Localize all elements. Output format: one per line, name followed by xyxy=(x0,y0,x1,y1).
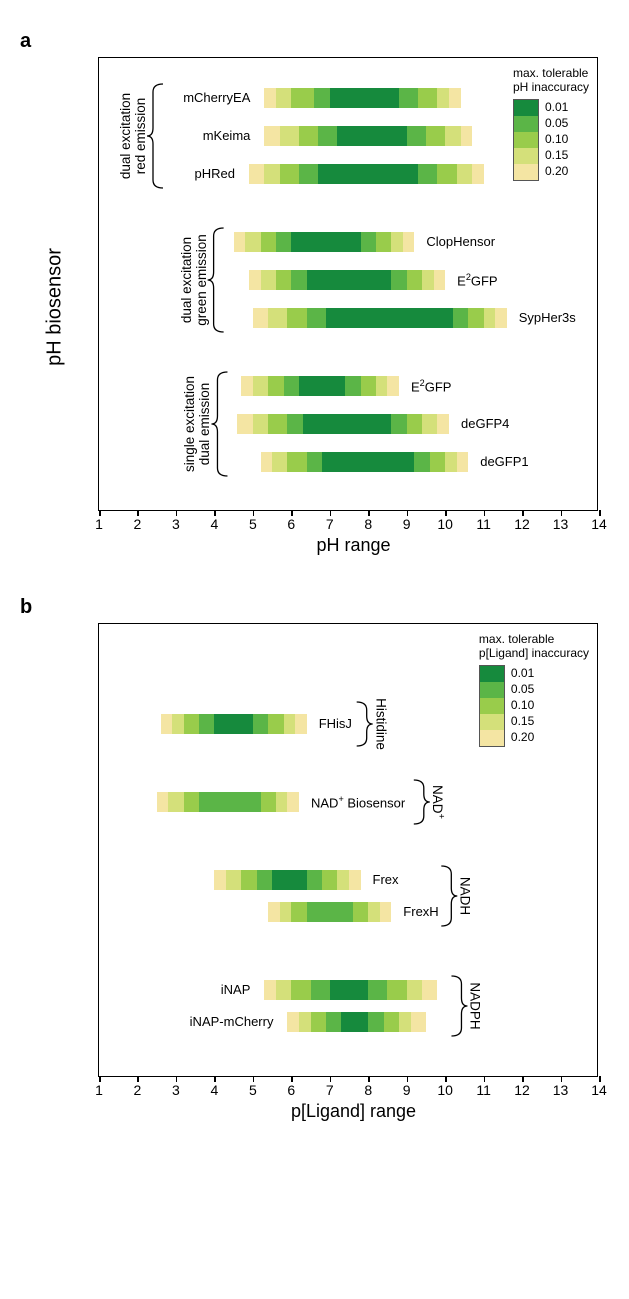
data-row: mCherryEA xyxy=(99,88,597,108)
xtick-label: 3 xyxy=(172,516,180,532)
panel-a: pH biosensor 1234567891011121314max. tol… xyxy=(44,57,609,556)
group-label: dual excitationgreen emission xyxy=(179,234,209,326)
xtick-label: 8 xyxy=(364,1082,372,1098)
chart-b-area: 1234567891011121314max. tolerablep[Ligan… xyxy=(98,623,598,1077)
xtick-label: 10 xyxy=(437,1082,453,1098)
xtick-label: 6 xyxy=(287,516,295,532)
data-row: pHRed xyxy=(99,164,597,184)
group-label: NAD+ xyxy=(430,785,447,819)
xtick-label: 4 xyxy=(210,1082,218,1098)
chart-a-area: 1234567891011121314max. tolerablepH inac… xyxy=(98,57,598,511)
group-label: NADPH xyxy=(468,982,483,1029)
xtick-label: 11 xyxy=(476,1082,491,1098)
xtick-label: 7 xyxy=(326,516,334,532)
xtick-label: 9 xyxy=(403,516,411,532)
xtick-label: 4 xyxy=(210,516,218,532)
row-label: pHRed xyxy=(195,166,235,181)
data-row: iNAP-mCherry xyxy=(99,1012,597,1032)
group-label: NADH xyxy=(458,877,473,915)
data-row: E2GFP xyxy=(99,376,597,396)
xtick-label: 10 xyxy=(437,516,453,532)
xtick-label: 8 xyxy=(364,516,372,532)
xtick-label: 5 xyxy=(249,516,257,532)
xtick-label: 14 xyxy=(591,516,607,532)
data-row: E2GFP xyxy=(99,270,597,290)
xtick-label: 5 xyxy=(249,1082,257,1098)
data-row: ClopHensor xyxy=(99,232,597,252)
row-label: SypHer3s xyxy=(519,310,576,325)
row-label: deGFP4 xyxy=(461,416,509,431)
group-label: Histidine xyxy=(373,698,388,750)
data-row: FHisJ xyxy=(99,714,597,734)
panel-b-xlabel: p[Ligand] range xyxy=(98,1101,609,1122)
panel-a-xlabel: pH range xyxy=(98,535,609,556)
xtick-label: 13 xyxy=(553,516,569,532)
data-row: mKeima xyxy=(99,126,597,146)
row-label: E2GFP xyxy=(457,272,497,288)
row-label: FHisJ xyxy=(319,716,352,731)
xtick-label: 1 xyxy=(95,1082,103,1098)
xtick-label: 2 xyxy=(134,1082,142,1098)
data-row: FrexH xyxy=(99,902,597,922)
data-row: deGFP1 xyxy=(99,452,597,472)
data-row: Frex xyxy=(99,870,597,890)
xtick-label: 1 xyxy=(95,516,103,532)
xtick-label: 7 xyxy=(326,1082,334,1098)
row-label: deGFP1 xyxy=(480,454,528,469)
panel-b-label: b xyxy=(20,596,609,619)
xtick-label: 2 xyxy=(134,516,142,532)
data-row: deGFP4 xyxy=(99,414,597,434)
row-label: NAD+ Biosensor xyxy=(311,794,405,810)
row-label: iNAP-mCherry xyxy=(190,1014,274,1029)
xtick-label: 12 xyxy=(514,516,530,532)
data-row: iNAP xyxy=(99,980,597,1000)
data-row: NAD+ Biosensor xyxy=(99,792,597,812)
group-label: dual excitationred emission xyxy=(118,93,148,179)
row-label: FrexH xyxy=(403,904,438,919)
row-label: mCherryEA xyxy=(183,90,250,105)
xtick-label: 14 xyxy=(591,1082,607,1098)
panel-b: Ligand-binding biosensor 123456789101112… xyxy=(44,623,609,1122)
row-label: mKeima xyxy=(203,128,251,143)
xtick-label: 11 xyxy=(476,516,491,532)
row-label: E2GFP xyxy=(411,378,451,394)
xtick-label: 13 xyxy=(553,1082,569,1098)
row-label: ClopHensor xyxy=(426,234,495,249)
group-label: single excitationdual emission xyxy=(182,376,212,472)
panel-a-ylabel: pH biosensor xyxy=(43,248,66,366)
data-row: SypHer3s xyxy=(99,308,597,328)
xtick-label: 9 xyxy=(403,1082,411,1098)
xtick-label: 12 xyxy=(514,1082,530,1098)
panel-a-label: a xyxy=(20,30,609,53)
row-label: Frex xyxy=(373,872,399,887)
xtick-label: 3 xyxy=(172,1082,180,1098)
row-label: iNAP xyxy=(221,982,251,997)
xtick-label: 6 xyxy=(287,1082,295,1098)
